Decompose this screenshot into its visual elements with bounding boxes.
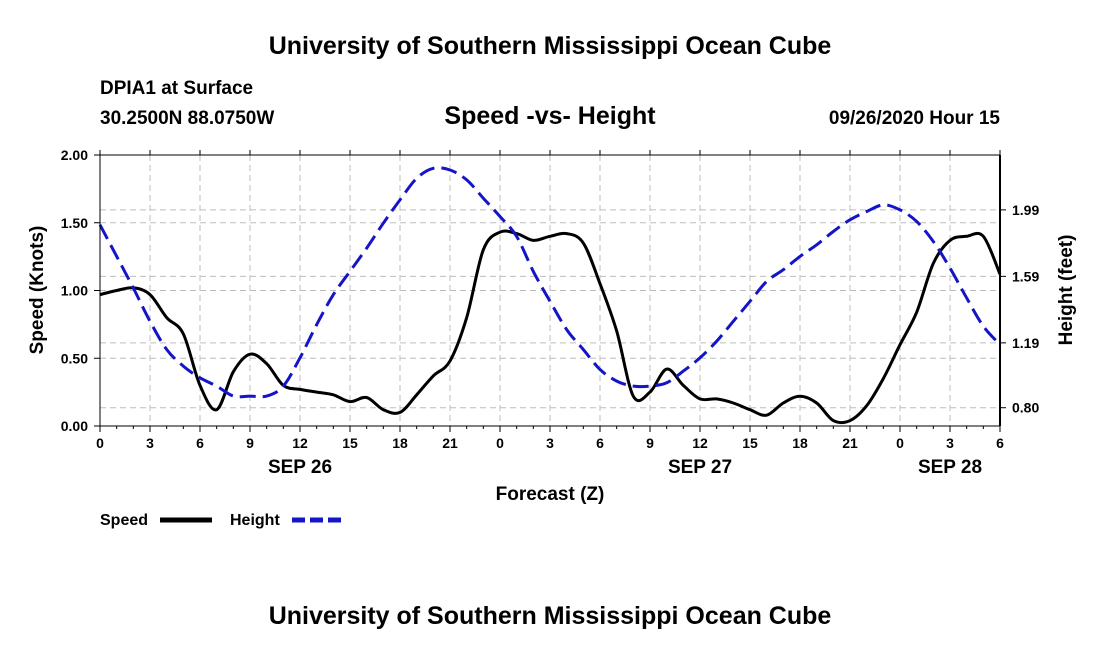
y2-tick-label: 1.19	[1012, 335, 1039, 351]
x-tick-label: 6	[196, 435, 204, 451]
x-tick-label: 18	[392, 435, 408, 451]
footer-title: University of Southern Mississippi Ocean…	[269, 602, 832, 630]
y2-tick-label: 1.99	[1012, 202, 1039, 218]
x-tick-label: 21	[442, 435, 458, 451]
y2-axis-label: Height (feet)	[1056, 235, 1077, 346]
x-tick-label: 3	[946, 435, 954, 451]
y-tick-label: 2.00	[61, 147, 88, 163]
station-label: DPIA1 at Surface	[100, 78, 253, 99]
x-tick-label: 15	[342, 435, 358, 451]
coords-label: 30.2500N 88.0750W	[100, 108, 274, 129]
y-tick-label: 0.00	[61, 418, 88, 434]
y-axis-label: Speed (Knots)	[27, 226, 48, 355]
speed-series-line	[99, 229, 1002, 425]
x-tick-label: 15	[742, 435, 758, 451]
y-tick-label: 1.50	[61, 215, 88, 231]
x-tick-label: 9	[646, 435, 654, 451]
y2-tick-label: 0.80	[1012, 400, 1039, 416]
date-label: SEP 26	[268, 457, 332, 478]
x-tick-label: 0	[96, 435, 104, 451]
x-tick-label: 18	[792, 435, 808, 451]
date-label: SEP 28	[918, 457, 982, 478]
y2-tick-label: 1.59	[1012, 268, 1039, 284]
grid-lines	[100, 155, 1000, 426]
x-tick-label: 12	[692, 435, 708, 451]
legend-speed-label: Speed	[100, 512, 148, 529]
x-tick-label: 3	[546, 435, 554, 451]
top-title: University of Southern Mississippi Ocean…	[269, 32, 832, 60]
y-tick-label: 1.00	[61, 283, 88, 299]
x-tick-label: 0	[896, 435, 904, 451]
chart-title: Speed -vs- Height	[444, 102, 656, 130]
legend: Speed Height	[100, 512, 344, 529]
x-tick-label: 0	[496, 435, 504, 451]
date-label: SEP 27	[668, 457, 732, 478]
datetime-label: 09/26/2020 Hour 15	[829, 108, 1001, 129]
x-tick-label: 9	[246, 435, 254, 451]
x-tick-label: 6	[996, 435, 1004, 451]
x-tick-label: 21	[842, 435, 858, 451]
x-axis-label: Forecast (Z)	[496, 484, 605, 505]
series-lines	[98, 166, 1002, 425]
x-tick-label: 12	[292, 435, 308, 451]
legend-height-label: Height	[230, 512, 280, 529]
height-series-line	[98, 166, 1002, 399]
axes: 0 3 6 9 12 15 18 21 0 3 6 9 12 15 18 21 0 3 6 SEP 26 SEP 27 S…	[61, 147, 1040, 478]
x-tick-label: 6	[596, 435, 604, 451]
y-tick-label: 0.50	[61, 350, 88, 366]
x-tick-label: 3	[146, 435, 154, 451]
